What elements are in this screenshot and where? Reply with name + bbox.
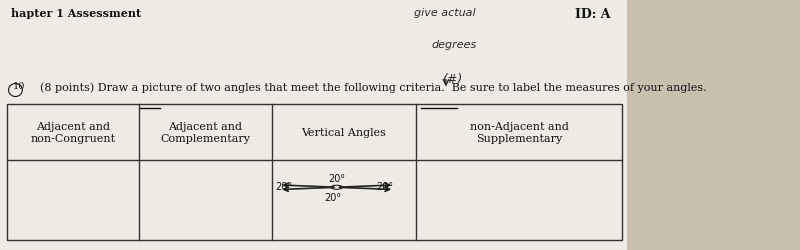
Text: 10: 10: [13, 81, 26, 90]
Text: non-Adjacent and
Supplementary: non-Adjacent and Supplementary: [470, 122, 569, 143]
FancyBboxPatch shape: [0, 0, 627, 250]
Text: 20°: 20°: [377, 181, 394, 191]
Text: 20°: 20°: [328, 173, 346, 183]
Text: degrees: degrees: [431, 40, 477, 50]
Text: (8 points) Draw a picture of two angles that meet the following criteria.  Be su: (8 points) Draw a picture of two angles …: [39, 82, 706, 93]
Text: 20°: 20°: [275, 181, 293, 191]
Text: hapter 1 Assessment: hapter 1 Assessment: [10, 8, 141, 18]
Text: ID: A: ID: A: [575, 8, 611, 20]
Text: (#): (#): [442, 72, 462, 86]
Bar: [7, 105, 622, 240]
Text: Vertical Angles: Vertical Angles: [302, 128, 386, 138]
Text: 20°: 20°: [325, 192, 342, 202]
Text: give actual: give actual: [414, 8, 475, 18]
Text: Adjacent and
Complementary: Adjacent and Complementary: [161, 122, 250, 143]
Text: Adjacent and
non-Congruent: Adjacent and non-Congruent: [30, 122, 116, 143]
Text: ○: ○: [7, 80, 24, 99]
